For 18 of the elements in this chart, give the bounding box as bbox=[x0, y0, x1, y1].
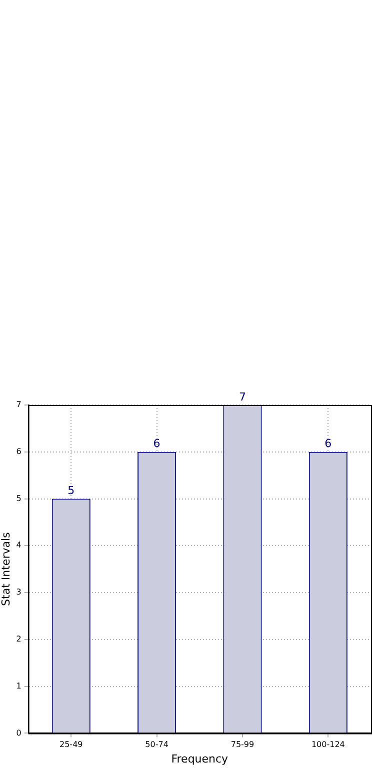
x-tick-label: 50-74 bbox=[145, 740, 168, 750]
y-tick-label: 0 bbox=[16, 728, 22, 738]
x-axis-title: Frequency bbox=[171, 752, 229, 766]
y-tick-label: 1 bbox=[16, 681, 22, 690]
y-axis-title: Stat Intervals bbox=[0, 532, 12, 606]
y-tick-label: 4 bbox=[16, 540, 22, 550]
data-label: 7 bbox=[238, 390, 246, 404]
y-tick-label: 6 bbox=[16, 446, 22, 456]
x-tick-label: 100-124 bbox=[311, 740, 345, 750]
data-label: 5 bbox=[68, 484, 75, 498]
data-label: 6 bbox=[324, 437, 332, 450]
x-tick-label: 75-99 bbox=[230, 740, 254, 750]
y-tick-label: 5 bbox=[16, 494, 22, 503]
y-tick-label: 2 bbox=[16, 634, 22, 644]
y-tick-label: 3 bbox=[16, 588, 22, 597]
data-label: 6 bbox=[153, 437, 160, 450]
y-tick-label: 7 bbox=[16, 400, 22, 410]
x-tick-label: 25-49 bbox=[60, 740, 83, 750]
